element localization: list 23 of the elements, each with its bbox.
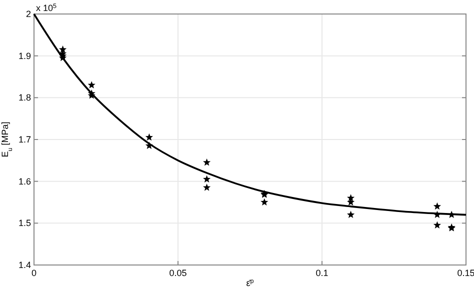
- x-tick-label: 0.1: [316, 268, 328, 278]
- point: [346, 210, 355, 218]
- x-tick-label: 0.05: [169, 268, 187, 278]
- point: [202, 158, 211, 166]
- point: [145, 133, 154, 141]
- text: x 10$^{5}$: [36, 2, 58, 13]
- y-tick-label: 1.8: [18, 92, 31, 103]
- y-tick-label: 1.7: [18, 134, 31, 144]
- y-tick-label: 1.4: [18, 260, 31, 270]
- y-tick-label: 2: [26, 9, 31, 19]
- point: [433, 221, 442, 228]
- point: [260, 198, 268, 206]
- y-tick-label: 1.5: [18, 218, 31, 228]
- x-axis-title: ε̄$^{p}$: [246, 278, 254, 287]
- point: [433, 202, 442, 210]
- point: [202, 184, 211, 191]
- y-tick-label: 1.6: [18, 176, 31, 186]
- point: [88, 81, 96, 88]
- y-tick-label: 1.9: [18, 50, 31, 61]
- point: [202, 175, 211, 182]
- point: [58, 46, 67, 53]
- x-tick-label: 0: [31, 268, 37, 278]
- point: [346, 194, 355, 202]
